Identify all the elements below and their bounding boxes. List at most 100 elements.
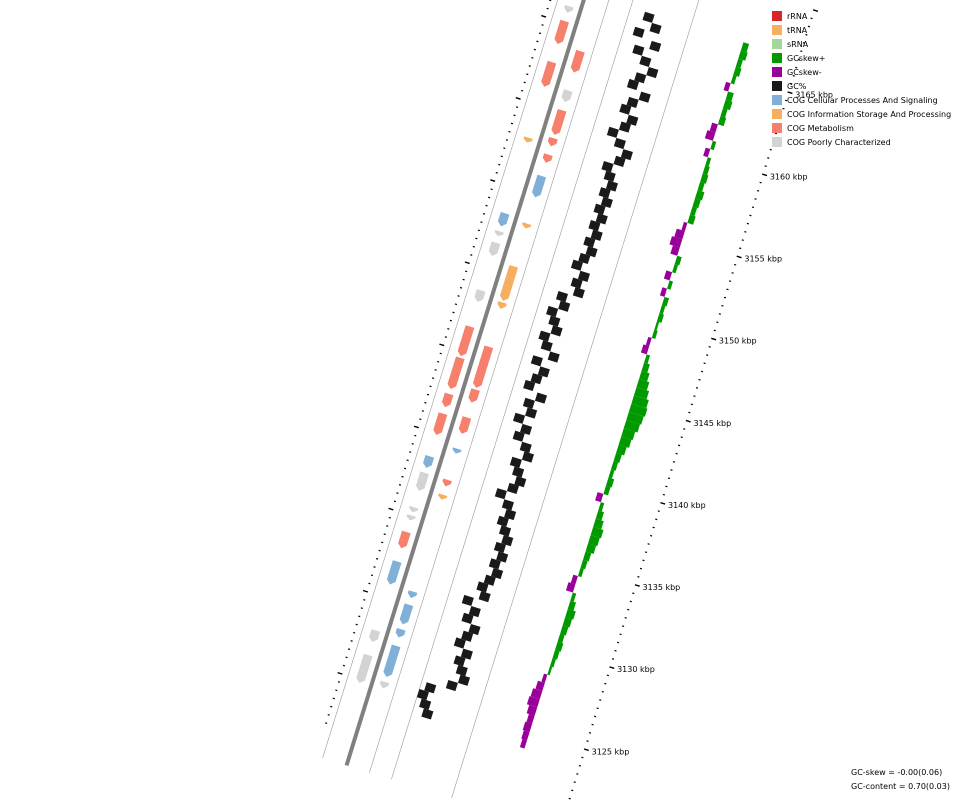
gc-content-bar: [578, 252, 591, 265]
gc-content-bar: [461, 612, 474, 624]
minor-tick: [419, 418, 422, 421]
minor-tick: [515, 106, 519, 108]
gc-content-bar: [547, 351, 560, 363]
gc-content-bar: [478, 591, 491, 603]
minor-tick: [688, 411, 691, 414]
minor-tick: [375, 557, 379, 560]
kbp-label: 3165 kbp: [795, 90, 833, 99]
gene-feature-poorly: [564, 4, 574, 13]
minor-tick: [393, 500, 397, 503]
minor-tick: [726, 288, 729, 291]
minor-tick: [734, 263, 737, 266]
legend-label: COG Cellular Processes And Signaling: [787, 95, 938, 105]
gc-skew-negative-bar: [522, 721, 533, 733]
legend-label: rRNA: [787, 11, 808, 21]
minor-tick: [652, 526, 655, 529]
gc-content-bar: [634, 72, 647, 84]
gene-feature-metabolism: [542, 153, 553, 163]
kbp-label: 3130 kbp: [617, 665, 655, 674]
minor-tick: [670, 469, 673, 471]
ring-line: [322, 0, 558, 759]
minor-tick: [700, 370, 704, 373]
minor-tick: [439, 352, 442, 355]
major-tick: [685, 419, 691, 423]
minor-tick: [769, 148, 772, 151]
minor-tick: [721, 304, 724, 307]
minor-tick: [332, 697, 335, 700]
minor-tick: [637, 575, 640, 578]
minor-tick: [588, 732, 592, 734]
gc-content-bar: [646, 66, 659, 79]
gc-content-bar: [590, 229, 603, 241]
gc-skew-positive-bar: [674, 255, 682, 266]
gc-skew-positive-bar: [725, 91, 734, 102]
gc-content-bar: [603, 170, 616, 182]
gene-feature-poorly: [409, 505, 419, 513]
gene-feature-metabolism: [441, 392, 454, 408]
major-tick: [812, 9, 819, 12]
gc-skew-positive-bar: [583, 551, 592, 562]
gc-content-bar: [530, 373, 543, 385]
minor-tick: [510, 122, 514, 125]
gc-content-bar: [572, 287, 585, 299]
gc-skew-positive-bar: [723, 99, 733, 111]
legend-label: tRNA: [787, 25, 808, 35]
gc-skew-positive-bar: [595, 510, 605, 521]
minor-tick: [327, 714, 330, 716]
major-tick: [515, 97, 521, 100]
gc-content-bar: [626, 114, 639, 126]
kbp-label: 3155 kbp: [744, 255, 782, 264]
minor-tick: [401, 475, 404, 478]
legend-item-cog-cellular: COG Cellular Processes And Signaling: [772, 93, 951, 107]
gc-skew-positive-bar: [557, 633, 565, 644]
legend-swatch: [772, 67, 782, 77]
minor-tick: [508, 130, 511, 133]
gc-content-bar: [583, 236, 596, 248]
gc-content-bar: [509, 456, 522, 468]
minor-tick: [482, 213, 486, 215]
gc-content-bar: [476, 581, 489, 593]
minor-tick: [810, 17, 813, 20]
minor-tick: [716, 321, 719, 324]
gc-content-bar: [421, 708, 434, 720]
gc-skew-positive-bar: [562, 617, 573, 628]
minor-tick: [703, 362, 706, 365]
gc-content-bar: [521, 451, 534, 463]
gc-skew-positive-bar: [672, 263, 679, 274]
gene-feature-cellular: [383, 644, 401, 677]
gc-skew-positive-bar: [570, 592, 577, 602]
legend-item-cog-poorly: COG Poorly Characterized: [772, 135, 951, 149]
gc-content-bar: [496, 515, 509, 527]
gc-skew-track: [519, 42, 750, 749]
minor-tick: [728, 280, 732, 283]
major-tick: [609, 666, 615, 670]
gc-skew-negative-bar: [674, 228, 685, 240]
minor-tick: [622, 625, 625, 627]
gc-content-track: [416, 11, 662, 720]
gc-skew-negative-bar: [681, 221, 688, 232]
gc-skew-positive-bar: [603, 485, 611, 496]
gc-content-bar: [577, 270, 590, 282]
major-tick: [761, 173, 768, 177]
gc-skew-positive-bar: [687, 214, 696, 225]
legend-item-trna: tRNA: [772, 23, 951, 37]
gc-skew-positive-bar: [730, 75, 737, 85]
minor-tick: [337, 681, 341, 683]
minor-tick: [368, 582, 371, 585]
minor-tick: [487, 196, 491, 199]
minor-tick: [409, 451, 412, 453]
minor-tick: [533, 48, 537, 51]
gc-skew-positive-bar: [740, 42, 750, 53]
gene-feature-metabolism: [472, 345, 494, 388]
minor-tick: [797, 58, 800, 61]
gc-content-bar: [416, 688, 429, 701]
gc-content-bar: [632, 44, 645, 56]
legend-item-srna: sRNA: [772, 37, 951, 51]
legend-item-cog-information: COG Information Storage And Processing: [772, 107, 951, 121]
minor-tick: [388, 516, 391, 519]
gc-content-stat: GC-content = 0.70(0.03): [851, 782, 950, 791]
minor-tick: [429, 385, 432, 388]
kbp-labels: 3165 kbp 3160 kbp 3155 kbp 3150 kbp 3145 kbp…: [592, 90, 833, 756]
minor-tick: [454, 303, 458, 306]
minor-tick: [345, 656, 348, 659]
